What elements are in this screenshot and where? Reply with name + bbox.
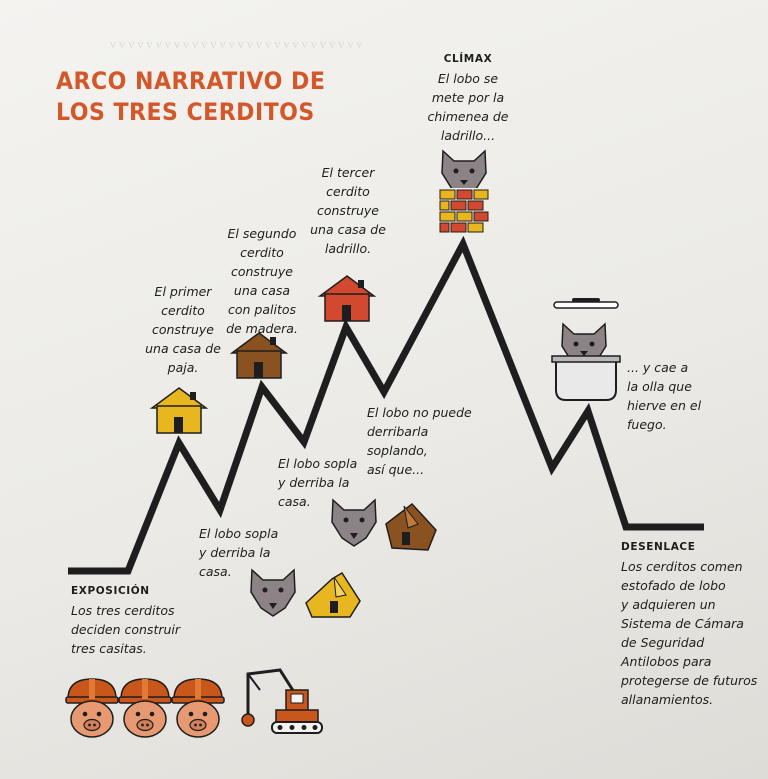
text-line: de madera. [226, 321, 298, 336]
text-line: y adquieren un [621, 597, 716, 612]
pig-worker-icon [118, 678, 172, 738]
label-desenlace: DESENLACE Los cerditos comen estofado de… [621, 538, 767, 709]
text-line: construye [151, 322, 214, 337]
pig-worker-icon [171, 678, 225, 738]
text-line: una casa de [145, 341, 221, 356]
text-line: de Seguridad [621, 635, 705, 650]
label-sopla-2: El lobo sopla y derriba la casa. [278, 454, 388, 511]
text-line: y derriba la [199, 545, 271, 560]
label-segundo-cerdito: El segundo cerdito construye una casa co… [207, 224, 317, 338]
text-line: Los cerditos comen [621, 559, 743, 574]
excavator-icon [241, 668, 323, 734]
text-line: El primer [154, 284, 212, 299]
text-line: El lobo no puede [367, 405, 472, 420]
text-line: El segundo [227, 226, 297, 241]
page-title: ARCO NARRATIVO DE LOS TRES CERDITOS [56, 66, 325, 128]
text-line: chimenea de [427, 109, 509, 124]
wolf-icon [331, 498, 377, 547]
text-line: y derriba la [278, 475, 350, 490]
title-line-2: LOS TRES CERDITOS [56, 98, 315, 126]
pig-worker-icon [65, 678, 119, 738]
text-line: ladrillo. [324, 241, 372, 256]
text-line: cerdito [161, 303, 205, 318]
collapsed-house-icon [385, 502, 437, 551]
text-line: hierve en el [627, 398, 702, 413]
text-line: casa. [199, 564, 232, 579]
text-line: deciden construir [71, 622, 181, 637]
straw-house-icon [149, 387, 209, 434]
label-no-puede: El lobo no puede derribarla soplando, as… [367, 403, 507, 479]
text-line: El lobo sopla [199, 526, 279, 541]
collapsed-house-icon [305, 571, 361, 618]
label-exposicion: EXPOSICIÓN Los tres cerditos deciden con… [71, 582, 251, 658]
label-tercer-cerdito: El tercer cerdito construye una casa de … [293, 163, 403, 258]
text-line: ladrillo... [440, 128, 496, 143]
label-primer-cerdito: El primer cerdito construye una casa de … [128, 282, 238, 377]
brick-house-icon [317, 275, 377, 322]
narrative-arc-line [68, 235, 704, 575]
text-line: ... y cae a [627, 360, 689, 375]
text-line: El lobo sopla [278, 456, 358, 471]
label-climax: CLÍMAX El lobo se mete por la chimenea d… [413, 50, 523, 145]
text-line: paja. [167, 360, 199, 375]
wolf-icon [441, 149, 487, 190]
brick-chimney-icon [438, 188, 490, 235]
label-sopla-1: El lobo sopla y derriba la casa. [199, 524, 309, 581]
text-line: estofado de lobo [621, 578, 726, 593]
label-olla: ... y cae a la olla que hierve en el fue… [627, 358, 737, 434]
text-line: allanamientos. [621, 692, 714, 707]
text-line: cerdito [326, 184, 370, 199]
text-line: derribarla [367, 424, 429, 439]
text-line: una casa [233, 283, 291, 298]
text-line: con palitos [227, 302, 297, 317]
text-line: cerdito [240, 245, 284, 260]
heading-climax: CLÍMAX [443, 53, 493, 65]
text-line: la olla que [627, 379, 692, 394]
wood-house-icon [229, 332, 289, 379]
text-line: protegerse de futuros [621, 673, 758, 688]
text-line: El lobo se [437, 71, 499, 86]
text-line: fuego. [627, 417, 667, 432]
text-line: Antilobos para [621, 654, 712, 669]
text-line: tres casitas. [71, 641, 147, 656]
text-line: Sistema de Cámara [621, 616, 744, 631]
text-line: soplando, [367, 443, 428, 458]
heading-desenlace: DESENLACE [621, 541, 696, 553]
text-line: construye [230, 264, 293, 279]
text-line: casa. [278, 494, 311, 509]
text-line: una casa de [310, 222, 386, 237]
text-line: mete por la [431, 90, 505, 105]
text-line: El tercer [321, 165, 375, 180]
text-line: así que... [367, 462, 425, 477]
title-line-1: ARCO NARRATIVO DE [56, 67, 326, 95]
wolf-icon [250, 568, 296, 617]
text-line: construye [316, 203, 379, 218]
cooking-pot-icon [551, 298, 621, 401]
text-line: Los tres cerditos [71, 603, 175, 618]
heading-exposicion: EXPOSICIÓN [71, 585, 150, 597]
